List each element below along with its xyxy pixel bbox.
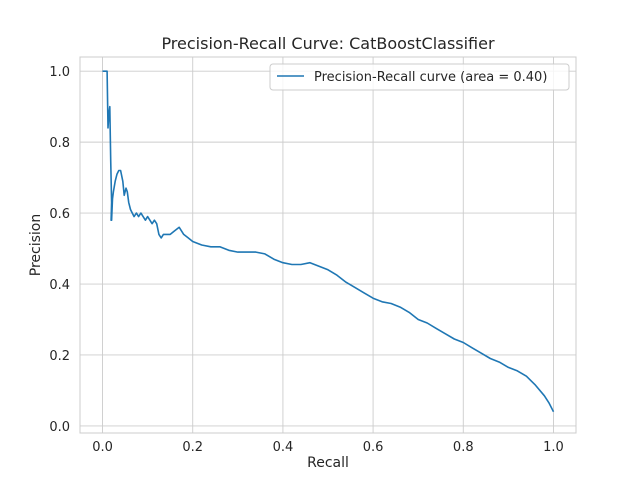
y-tick-label: 0.8 <box>49 136 70 151</box>
legend-box <box>269 63 570 91</box>
legend-label: Precision-Recall curve (area = 0.40) <box>314 70 547 85</box>
y-tick-label: 0.2 <box>49 349 70 364</box>
precision-recall-series-line <box>102 70 555 413</box>
x-tick-label: 1.0 <box>543 440 564 455</box>
y-axis-ticks: 0.0 0.2 0.4 0.6 0.8 1.0 <box>49 65 70 435</box>
grid <box>80 57 576 433</box>
y-tick-label: 0.6 <box>49 207 70 222</box>
x-tick-label: 0.8 <box>453 440 474 455</box>
x-tick-label: 0.0 <box>92 440 113 455</box>
x-axis-ticks: 0.0 0.2 0.4 0.6 0.8 1.0 <box>92 440 564 455</box>
y-tick-label: 1.0 <box>49 65 70 80</box>
x-tick-label: 0.2 <box>182 440 203 455</box>
x-axis-label: Recall <box>307 455 349 471</box>
series-layer <box>102 70 555 413</box>
x-tick-label: 0.6 <box>363 440 384 455</box>
legend: Precision-Recall curve (area = 0.40) <box>269 63 570 91</box>
chart-title: Precision-Recall Curve: CatBoostClassifi… <box>161 34 495 53</box>
y-tick-label: 0.0 <box>49 420 70 435</box>
y-axis-label: Precision <box>28 214 44 276</box>
y-tick-label: 0.4 <box>49 278 70 293</box>
plot-frame <box>79 56 577 434</box>
x-tick-label: 0.4 <box>273 440 294 455</box>
